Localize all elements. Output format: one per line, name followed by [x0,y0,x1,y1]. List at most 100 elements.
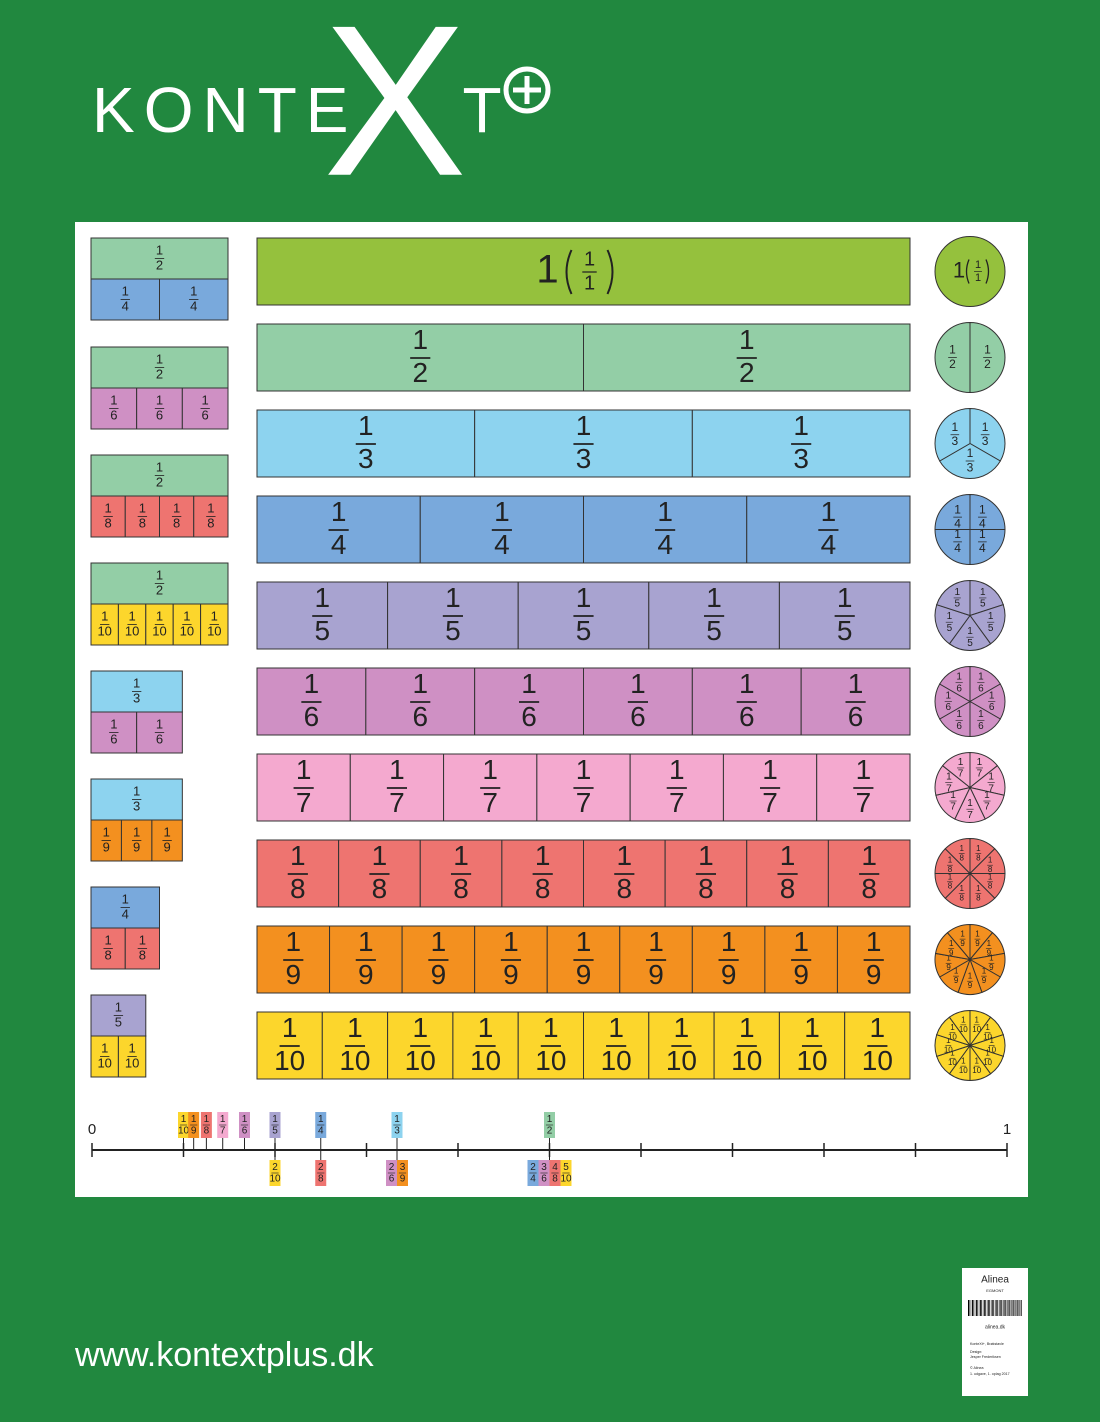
numerator: 1 [669,754,685,785]
denominator: 10 [97,1056,111,1071]
denominator: 8 [948,882,953,891]
denominator: 6 [978,683,984,694]
numerator: 1 [101,1040,108,1055]
numerator: 1 [110,716,117,731]
numerator: 1 [985,1049,990,1058]
denominator: 10 [125,1056,139,1071]
numerator: 1 [989,690,995,701]
denominator: 4 [122,907,129,922]
denominator: 5 [967,638,973,649]
denominator: 8 [617,873,633,904]
numerator: 1 [988,772,994,783]
denominator: 4 [657,529,673,560]
denominator: 7 [669,787,685,818]
barcode [968,1300,1022,1316]
numerator: 1 [543,1012,559,1043]
numerator: 1 [576,582,592,613]
denominator: 10 [983,1058,992,1067]
denominator: 7 [220,1126,226,1137]
denominator: 6 [202,408,209,423]
denominator: 1 [975,272,981,284]
denominator: 2 [739,357,755,388]
denominator: 8 [105,516,112,531]
numerator: 1 [181,1114,187,1125]
numerator: 1 [949,939,954,948]
numerator: 1 [793,410,809,441]
numerator: 3 [541,1162,547,1173]
barcode-line [973,1300,974,1316]
numerator: 1 [950,1049,955,1058]
barcode-line [1020,1300,1022,1316]
barcode-line [969,1300,970,1316]
numerator: 1 [674,1012,690,1043]
denominator: 8 [552,1174,558,1185]
circle-sector [948,614,992,651]
circle-sector [934,529,971,566]
numerator: 1 [576,410,592,441]
circle-sector [944,837,971,875]
numerator: 1 [987,939,992,948]
denominator: 10 [470,1045,501,1076]
denominator: 2 [949,357,956,371]
circle-sector [946,923,971,961]
denominator: 9 [982,976,987,985]
barcode-line [1013,1300,1015,1316]
denominator: 6 [156,408,163,423]
numerator: 1 [412,324,428,355]
fraction-cell [583,495,748,564]
denominator: 6 [739,701,755,732]
whole: 1 [953,257,965,282]
barcode-line [988,1300,990,1316]
numerator: 1 [315,582,331,613]
denominator: 10 [269,1174,281,1185]
denominator: 7 [967,810,973,821]
numerator: 1 [959,844,964,853]
numerator: 1 [848,668,864,699]
denominator: 9 [431,959,447,990]
denominator: 9 [968,981,973,990]
parenthesis [985,259,990,284]
parenthesis [565,249,573,295]
denominator: 9 [133,840,140,855]
numerator: 2 [530,1162,536,1173]
numerator: 1 [318,1114,324,1125]
denominator: 5 [272,1126,278,1137]
circle-sector [969,493,1006,530]
denominator: 8 [988,865,993,874]
numerator: 1 [870,1012,886,1043]
numerator: 1 [105,500,112,515]
numerator: 1 [974,1015,979,1024]
denominator: 4 [318,1126,324,1137]
numerator: 1 [296,754,312,785]
denominator: 6 [412,701,428,732]
denominator: 10 [535,1045,566,1076]
numerator: 1 [954,967,959,976]
numerator: 1 [975,259,981,271]
numerator: 1 [988,611,994,622]
numerator: 1 [128,608,135,623]
barcode-line [980,1300,982,1316]
denominator: 4 [979,516,986,530]
denominator: 10 [983,1033,992,1042]
numerator: 1 [947,611,953,622]
numerator: 1 [739,324,755,355]
barcode-line [1007,1300,1008,1316]
barcode-line [1019,1300,1020,1316]
numerator: 1 [128,1040,135,1055]
denominator: 6 [110,732,117,747]
barcode-line [1009,1300,1011,1316]
numerator: 1 [954,527,961,541]
numerator: 1 [954,502,961,516]
logo-cross: X [323,0,466,221]
denominator: 8 [780,873,796,904]
parenthesis [606,249,614,295]
numerator: 1 [980,587,986,598]
numerator: 1 [706,582,722,613]
parenthesis [965,259,970,284]
denominator: 8 [948,865,953,874]
circle-sector [941,751,971,789]
denominator: 9 [866,959,882,990]
denominator: 3 [967,460,974,474]
numerator: 1 [331,496,347,527]
circle-sector [969,529,1006,566]
